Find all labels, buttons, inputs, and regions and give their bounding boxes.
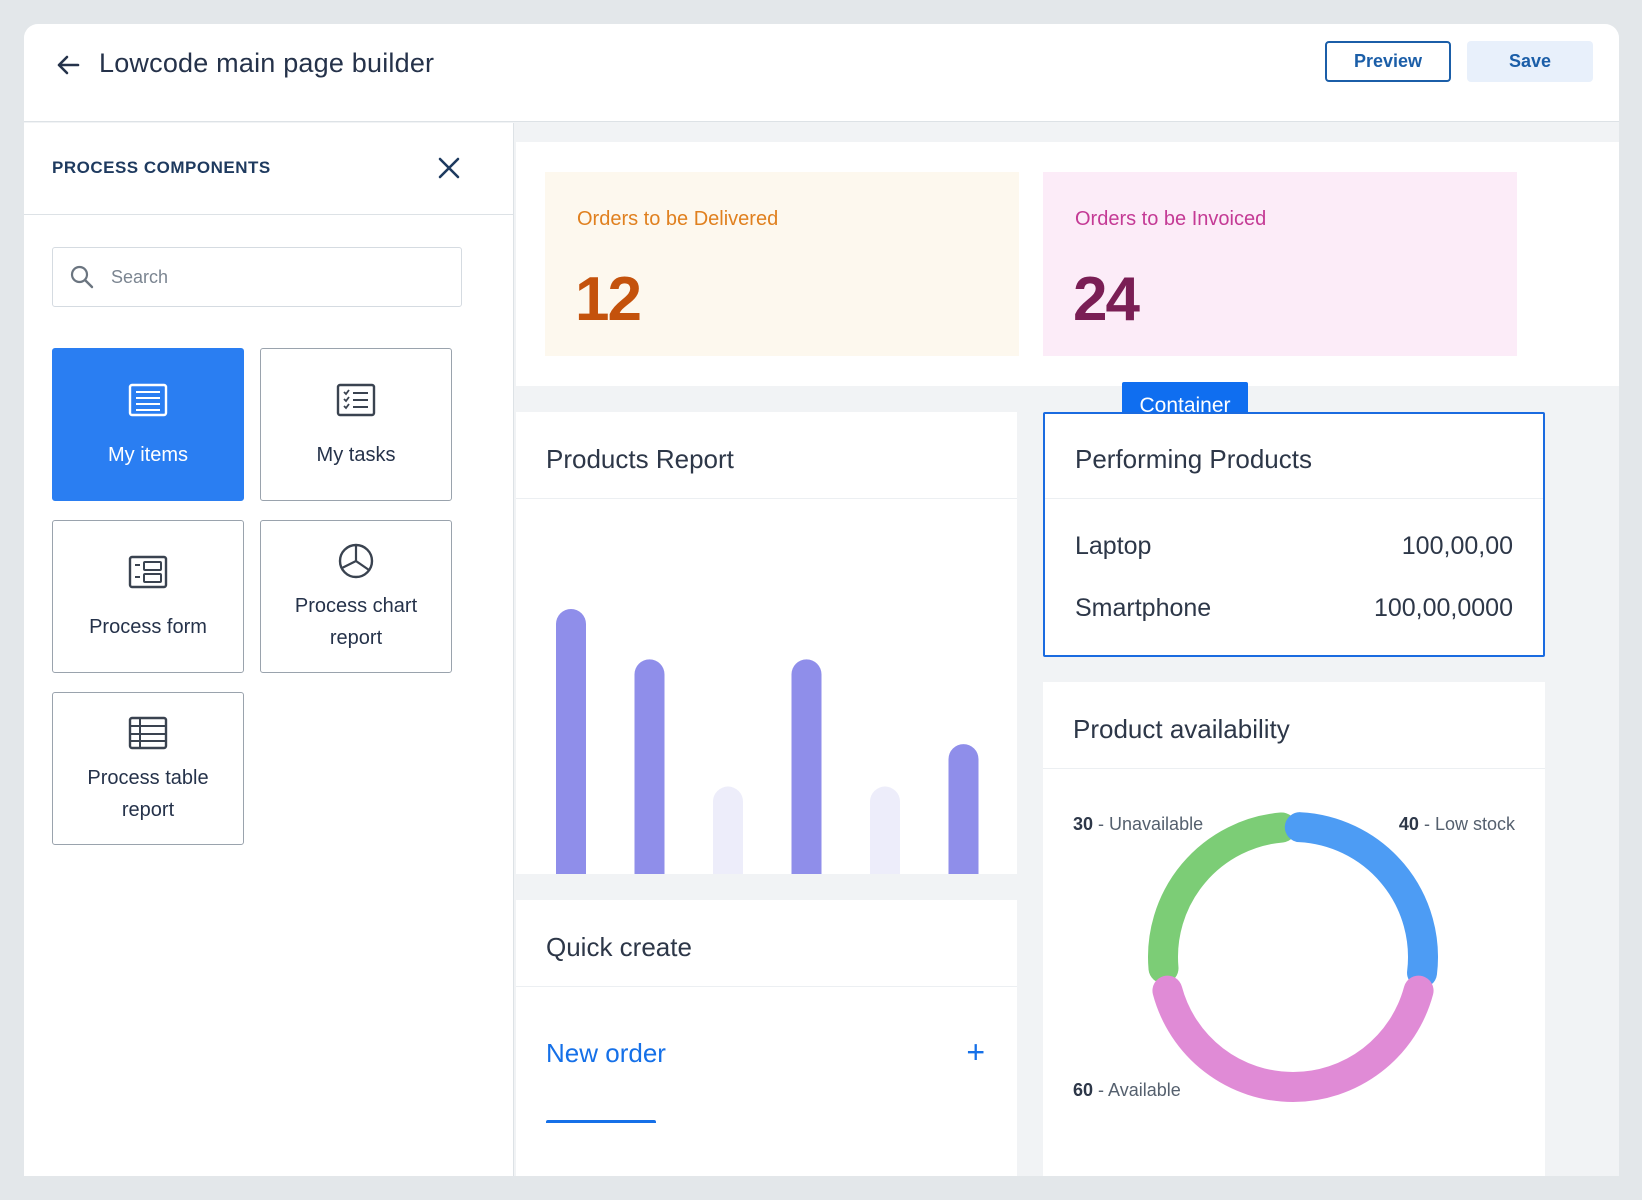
search-input[interactable] (111, 248, 451, 306)
product-row: Smartphone 100,00,0000 (1075, 594, 1513, 623)
component-card-process-chart-report[interactable]: Process chart report (260, 520, 452, 673)
stat-card-invoiced[interactable]: Orders to be Invoiced 24 (1043, 172, 1517, 356)
products-report-card[interactable]: Products Report (516, 412, 1017, 874)
quick-create-new-order[interactable]: New order + (546, 1034, 985, 1070)
stat-label: Orders to be Delivered (577, 208, 779, 230)
stat-label: Orders to be Invoiced (1075, 208, 1267, 230)
clipped-item-text (546, 1120, 656, 1126)
legend-unavailable: 30 - Unavailable (1073, 814, 1204, 834)
divider (1045, 498, 1543, 499)
donut-segment-low-stock (1284, 812, 1438, 988)
pie-chart-icon (338, 543, 374, 578)
quick-create-next-item[interactable] (546, 1116, 985, 1126)
legend-value: 30 (1073, 814, 1094, 834)
legend-low-stock: 40 - Low stock (1398, 814, 1515, 834)
donut-segment-available (1152, 975, 1434, 1102)
donut-segment-unavailable (1148, 812, 1297, 984)
component-label: My items (108, 443, 188, 466)
component-label: Process form (89, 615, 207, 638)
quick-create-label: New order (546, 1038, 666, 1068)
checklist-icon (336, 383, 376, 416)
bar-3 (713, 786, 743, 874)
quick-create-card: Quick create New order + (516, 900, 1017, 1176)
divider (1043, 768, 1545, 769)
card-title: Products Report (546, 444, 734, 474)
component-card-process-table-report[interactable]: Process table report (52, 692, 244, 845)
bar-6 (948, 744, 979, 874)
list-icon (128, 383, 168, 416)
stat-value: 24 (1073, 265, 1140, 334)
bar-4 (791, 659, 822, 874)
legend-text: Low stock (1434, 814, 1515, 834)
divider (516, 498, 1017, 499)
component-label: Process chart report (294, 594, 418, 649)
bar-chart (556, 609, 979, 874)
search-icon (70, 265, 94, 289)
component-card-my-tasks[interactable]: My tasks (260, 348, 452, 501)
card-title: Quick create (546, 932, 692, 962)
divider (516, 986, 1017, 987)
search-field (52, 247, 462, 307)
plus-icon[interactable]: + (966, 1034, 985, 1070)
product-value: 100,00,00 (1401, 532, 1513, 560)
table-icon (128, 716, 168, 749)
product-name: Laptop (1075, 532, 1152, 560)
page-title: Lowcode main page builder (99, 48, 435, 78)
product-value: 100,00,0000 (1373, 594, 1513, 622)
bar-5 (870, 786, 900, 874)
sidebar-title: PROCESS COMPONENTS (52, 158, 271, 177)
donut-chart (1148, 812, 1438, 1102)
stat-value: 12 (575, 265, 642, 334)
legend-available: 60 - Available (1073, 1080, 1181, 1100)
legend-value: 40 (1398, 814, 1419, 834)
close-icon[interactable] (436, 155, 462, 181)
legend-text: Unavailable (1109, 814, 1204, 834)
product-availability-card[interactable]: Product availability 30 - Unavailable 40… (1043, 682, 1545, 1176)
top-bar: Lowcode main page builder Preview Save (24, 24, 1619, 122)
component-card-process-form[interactable]: Process form (52, 520, 244, 673)
component-card-my-items[interactable]: My items (52, 348, 244, 501)
arrow-left-icon[interactable] (52, 49, 84, 81)
bar-1 (556, 609, 586, 874)
performing-products-card[interactable]: Performing Products Laptop 100,00,00 Sma… (1043, 412, 1545, 657)
stat-card-delivered[interactable]: Orders to be Delivered 12 (545, 172, 1019, 356)
bar-2 (634, 659, 665, 874)
component-label: My tasks (316, 443, 396, 466)
legend-text: Available (1108, 1080, 1181, 1100)
save-button[interactable]: Save (1467, 41, 1593, 82)
app-window: Lowcode main page builder Preview Save P… (24, 24, 1619, 1176)
sidebar-header: PROCESS COMPONENTS (24, 123, 513, 215)
card-title: Performing Products (1075, 444, 1312, 474)
card-title: Product availability (1073, 714, 1290, 744)
legend-value: 60 (1073, 1080, 1094, 1100)
component-sidebar: PROCESS COMPONENTS My items (24, 123, 514, 1176)
stats-panel: Orders to be Delivered 12 Orders to be I… (516, 142, 1619, 386)
product-row: Laptop 100,00,00 (1075, 532, 1513, 561)
component-label: Process table report (87, 766, 209, 821)
preview-button[interactable]: Preview (1325, 41, 1451, 82)
product-name: Smartphone (1075, 594, 1212, 622)
form-icon (128, 555, 168, 588)
